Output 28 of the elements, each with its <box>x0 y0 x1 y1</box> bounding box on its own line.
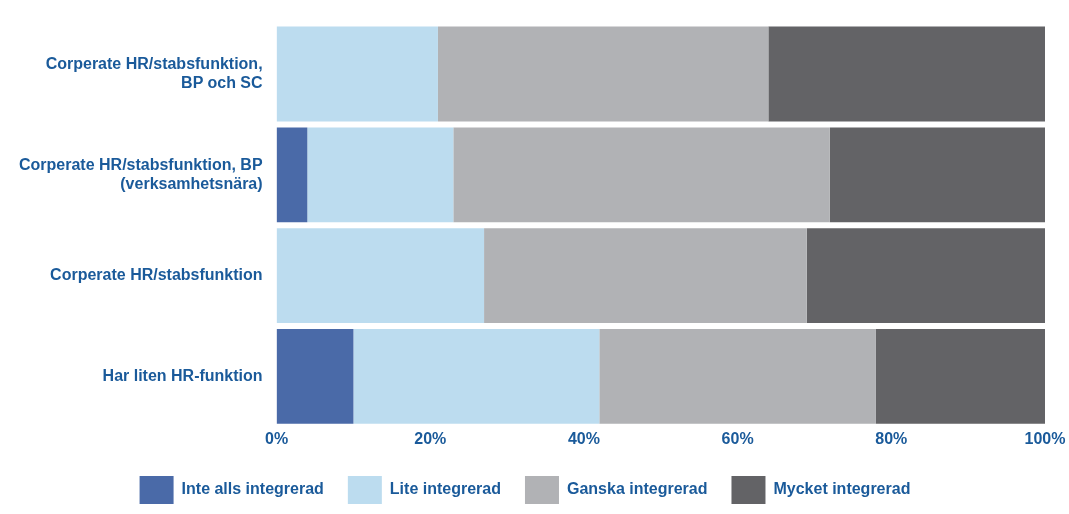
x-tick-label: 0% <box>265 429 289 447</box>
legend-label: Ganska integrerad <box>566 480 708 498</box>
bar <box>829 127 1045 223</box>
x-tick-label: 60% <box>721 429 754 447</box>
x-tick-label: 100% <box>1024 429 1066 447</box>
bar <box>437 26 769 122</box>
y-tick-label: Corperate HR/stabsfunktion, BP och SC <box>45 54 264 92</box>
legend-label: Inte alls integrerad <box>181 480 324 498</box>
bar <box>484 228 807 323</box>
bar <box>806 228 1045 323</box>
bar <box>599 329 876 424</box>
bar <box>353 329 600 424</box>
legend-label: Lite integrerad <box>389 480 501 498</box>
bar <box>276 228 485 323</box>
y-tick-label: Corperate HR/stabsfunktion <box>50 266 263 284</box>
bar <box>276 26 438 122</box>
x-tick-label: 40% <box>567 429 600 447</box>
y-tick-label: Har liten HR-funktion <box>102 366 263 384</box>
bar <box>307 127 454 223</box>
legend-label: Mycket integrerad <box>773 480 911 498</box>
bar <box>768 26 1045 122</box>
x-tick-label: 80% <box>875 429 908 447</box>
x-tick-label: 20% <box>414 429 447 447</box>
y-tick-label: Corperate HR/stabsfunktion, BP (verksamhetsnära) <box>18 155 263 192</box>
bar <box>453 127 830 223</box>
bar <box>276 127 308 223</box>
bar <box>875 329 1045 424</box>
bar <box>276 329 354 424</box>
